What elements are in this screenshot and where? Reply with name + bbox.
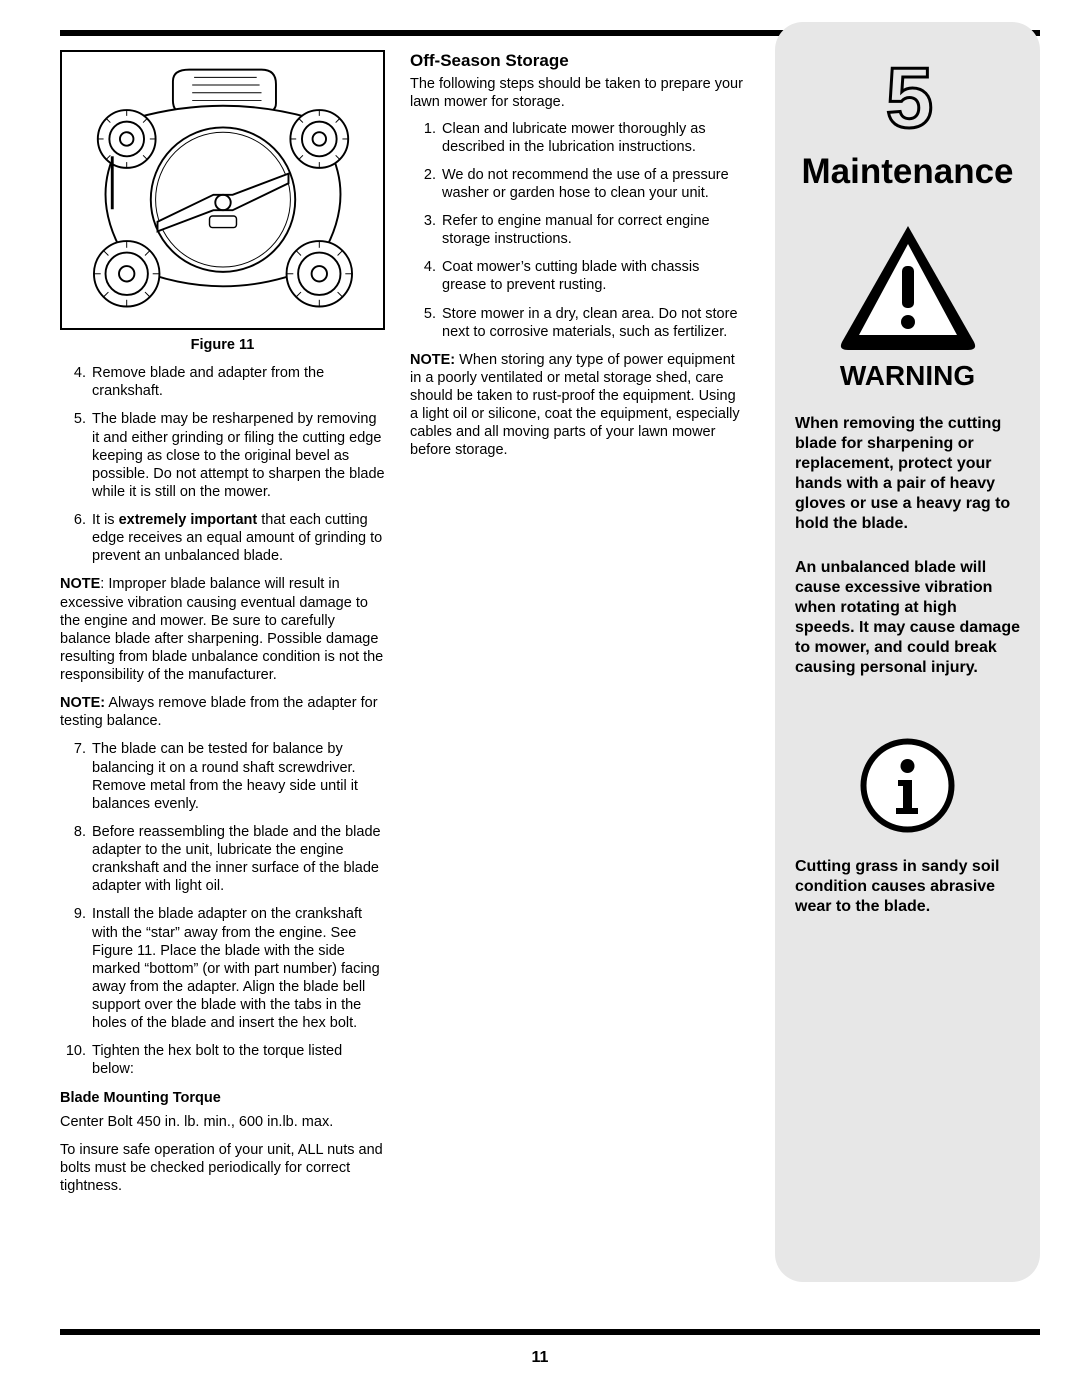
list-item: We do not recommend the use of a pressur… [440, 166, 745, 202]
note-label: NOTE [60, 576, 100, 592]
warning-text-2: An unbalanced blade will cause excessive… [795, 558, 1020, 678]
item-text: Clean and lubricate mower thoroughly as … [442, 121, 706, 155]
list-item: Coat mower’s cutting blade with chassis … [440, 258, 745, 294]
item-text: Refer to engine manual for correct engin… [442, 213, 710, 247]
section-number: 5 [795, 50, 1020, 148]
page-number: 11 [0, 1349, 1080, 1367]
section-number-text: 5 [886, 51, 929, 146]
list-item: Store mower in a dry, clean area. Do not… [440, 305, 745, 341]
right-note: NOTE: When storing any type of power equ… [410, 351, 745, 460]
item-text: Store mower in a dry, clean area. Do not… [442, 306, 738, 340]
warning-text-1: When removing the cutting blade for shar… [795, 414, 1020, 534]
note-2: NOTE: Always remove blade from the adapt… [60, 694, 385, 730]
item-text: The blade may be resharpened by removing… [92, 411, 385, 500]
note-text: Always remove blade from the adapter for… [60, 695, 378, 729]
warning-word: WARNING [795, 360, 1020, 392]
right-column: Off-Season Storage The following steps s… [410, 50, 745, 1205]
note-label: NOTE: [60, 695, 105, 711]
list-item: Refer to engine manual for correct engin… [440, 212, 745, 248]
item-text: The blade can be tested for balance by b… [92, 741, 358, 811]
list-item: The blade can be tested for balance by b… [90, 740, 385, 813]
item-text: Tighten the hex bolt to the torque liste… [92, 1043, 342, 1077]
list-item: Clean and lubricate mower thoroughly as … [440, 120, 745, 156]
note-label: NOTE: [410, 352, 455, 368]
left-column: Figure 11 Remove blade and adapter from … [60, 50, 385, 1205]
right-list: Clean and lubricate mower thoroughly as … [410, 120, 745, 341]
note-1: NOTE: Improper blade balance will result… [60, 575, 385, 684]
note-text: When storing any type of power equipment… [410, 352, 740, 459]
list-item: Before reassembling the blade and the bl… [90, 823, 385, 896]
off-season-heading: Off-Season Storage [410, 50, 745, 71]
sidebar-panel: 5 Maintenance WARNING When removing the … [775, 22, 1040, 1282]
left-list-b: The blade can be tested for balance by b… [60, 740, 385, 1078]
warning-triangle-icon [838, 222, 978, 352]
list-item: It is extremely important that each cutt… [90, 511, 385, 565]
item-text-bold: extremely important [119, 512, 258, 528]
item-text: We do not recommend the use of a pressur… [442, 167, 729, 201]
off-season-intro: The following steps should be taken to p… [410, 75, 745, 111]
bottom-rule [60, 1329, 1040, 1335]
blade-torque-heading: Blade Mounting Torque [60, 1089, 385, 1107]
list-item: Tighten the hex bolt to the torque liste… [90, 1042, 385, 1078]
figure-caption: Figure 11 [60, 336, 385, 354]
item-text: Remove blade and adapter from the cranks… [92, 365, 324, 399]
left-list-a: Remove blade and adapter from the cranks… [60, 364, 385, 565]
info-icon [860, 738, 955, 833]
note-text: : Improper blade balance will result in … [60, 576, 383, 683]
bottom-paragraph: To insure safe operation of your unit, A… [60, 1141, 385, 1195]
list-item: Install the blade adapter on the cranksh… [90, 905, 385, 1032]
item-text-pre: It is [92, 512, 119, 528]
list-item: The blade may be resharpened by removing… [90, 410, 385, 501]
mower-underside-illustration [68, 60, 378, 320]
item-text: Install the blade adapter on the cranksh… [92, 906, 380, 1031]
info-text: Cutting grass in sandy soil condition ca… [795, 857, 1020, 917]
sidebar-title: Maintenance [795, 152, 1020, 192]
main-content: Figure 11 Remove blade and adapter from … [60, 50, 745, 1205]
list-item: Remove blade and adapter from the cranks… [90, 364, 385, 400]
figure-11 [60, 50, 385, 330]
item-text: Coat mower’s cutting blade with chassis … [442, 259, 699, 293]
item-text: Before reassembling the blade and the bl… [92, 824, 381, 894]
blade-torque-spec: Center Bolt 450 in. lb. min., 600 in.lb.… [60, 1113, 385, 1131]
